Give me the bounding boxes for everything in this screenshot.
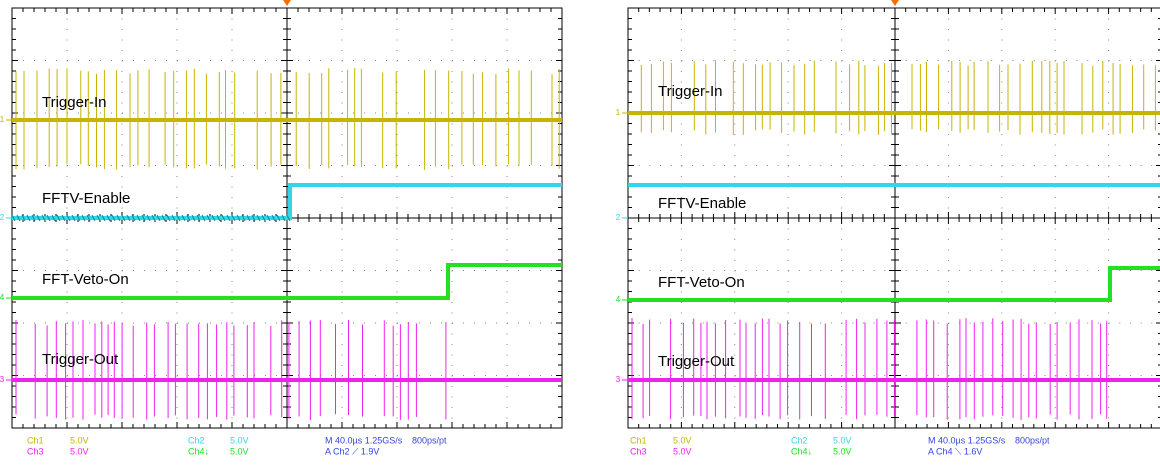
trace-label: Trigger-In (658, 83, 722, 100)
trigger-position (283, 0, 291, 6)
readout-ch4: Ch4↓ (188, 446, 209, 456)
scope-panel: 1 Trigger-In 2 FFTV-Enable 4 FFT-Veto-On 3 Trig… (0, 0, 562, 456)
readout-timebase: M 40.0µs 1.25GS/s (928, 435, 1006, 445)
readout-timebase: M 40.0µs 1.25GS/s (325, 435, 403, 445)
readout-ch1: Ch1 (27, 435, 44, 445)
readout-ch2-scale: 5.0V (833, 435, 852, 445)
channel-marker: 3 (0, 375, 5, 384)
readout-resolution: 800ps/pt (1015, 435, 1050, 445)
scope-panel: 1 Trigger-In 2 FFTV-Enable 4 FFT-Veto-On 3 Trig… (616, 0, 1160, 456)
readout-ch3: Ch3 (27, 446, 44, 456)
scope-screenshots: 1 Trigger-In 2 FFTV-Enable 4 FFT-Veto-On 3 Trig… (0, 0, 1160, 466)
readout-ch4: Ch4↓ (791, 446, 812, 456)
channel-marker: 4 (0, 293, 5, 302)
readout-ch1-scale: 5.0V (673, 435, 692, 445)
trigger-position (891, 0, 899, 6)
readout-trigger: A Ch2 ⟋ 1.9V (325, 446, 379, 456)
readout-ch4-scale: 5.0V (833, 446, 852, 456)
channel-marker: 2 (0, 213, 5, 222)
trace-label: FFT-Veto-On (658, 274, 745, 291)
trace-label: Trigger-Out (658, 353, 735, 370)
trace-label: FFTV-Enable (658, 195, 746, 212)
trace-label: FFT-Veto-On (42, 271, 129, 288)
readout-resolution: 800ps/pt (412, 435, 447, 445)
trace-label: Trigger-Out (42, 351, 119, 368)
readout-ch3-scale: 5.0V (70, 446, 89, 456)
channel-marker: 4 (616, 295, 621, 304)
readout-ch1-scale: 5.0V (70, 435, 89, 445)
readout-trigger: A Ch4 ⟍ 1.6V (928, 446, 982, 456)
channel-marker: 1 (0, 115, 5, 124)
readout-ch3: Ch3 (630, 446, 647, 456)
readout-ch1: Ch1 (630, 435, 647, 445)
trace-pulses (16, 320, 446, 420)
channel-marker: 1 (616, 108, 621, 117)
readout-ch2: Ch2 (188, 435, 205, 445)
channel-marker: 2 (616, 213, 621, 222)
readout-ch2-scale: 5.0V (230, 435, 249, 445)
readout-ch4-scale: 5.0V (230, 446, 249, 456)
trace-label: Trigger-In (42, 94, 106, 111)
trace-label: FFTV-Enable (42, 190, 130, 207)
readout-ch2: Ch2 (791, 435, 808, 445)
readout-ch3-scale: 5.0V (673, 446, 692, 456)
channel-marker: 3 (616, 375, 621, 384)
